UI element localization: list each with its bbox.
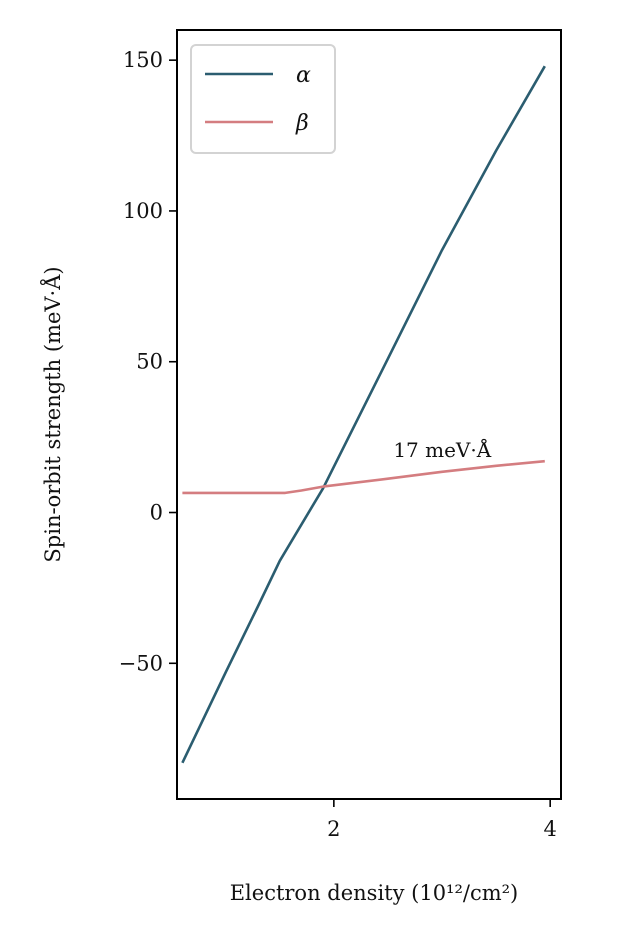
y-tick-label: 100 [123, 199, 163, 223]
legend-box [190, 44, 336, 154]
series-line-beta [182, 459, 545, 495]
beta-endpoint-annotation: 17 meV·Å [393, 437, 491, 462]
y-tick-label: 0 [150, 501, 163, 525]
plot-area [181, 65, 546, 764]
y-axis-label: Spin-orbit strength (meV·Å) [40, 266, 65, 562]
y-tick-label: 50 [136, 350, 163, 374]
plot-frame [176, 29, 562, 800]
x-axis-label: Electron density (10¹²/cm²) [230, 881, 519, 905]
x-tick-label: 4 [543, 817, 556, 841]
series-line-alpha [181, 65, 546, 764]
legend-label: α [296, 63, 311, 88]
y-axis: −50 0 50 100 150 [119, 48, 177, 675]
legend-label: β [295, 111, 309, 136]
y-tick-label: 150 [123, 48, 163, 72]
x-tick-label: 2 [327, 817, 340, 841]
y-tick-label: −50 [119, 651, 163, 675]
legend: αβ [190, 44, 336, 154]
